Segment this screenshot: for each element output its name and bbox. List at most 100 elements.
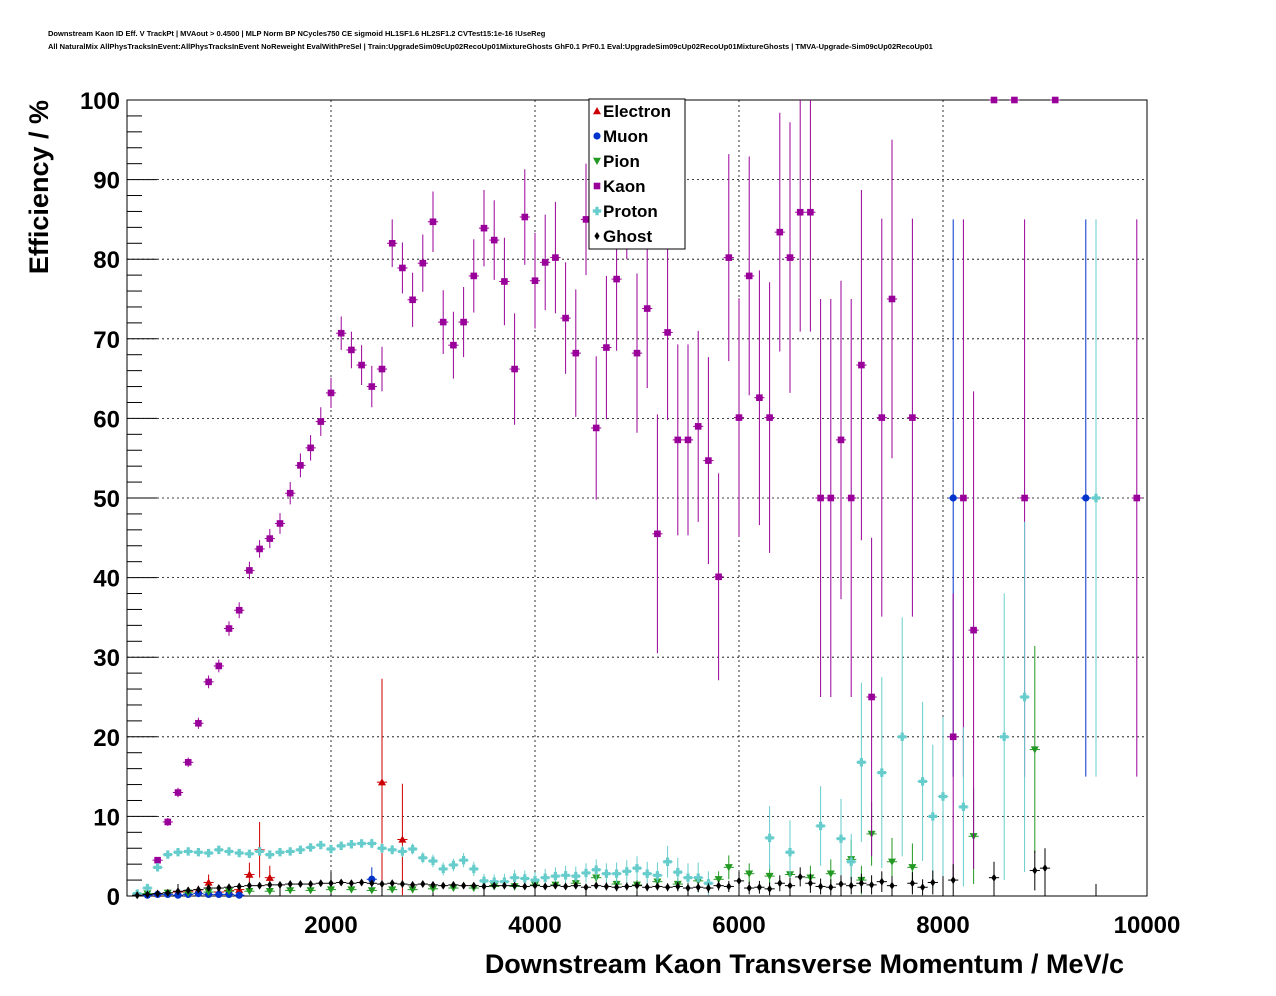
ghost-point <box>654 882 660 891</box>
x-tick-label: 10000 <box>1114 912 1181 939</box>
ghost-point <box>481 882 487 891</box>
kaon-point <box>409 296 416 304</box>
proton-point <box>959 802 968 812</box>
proton-point <box>765 833 774 843</box>
kaon-point <box>909 414 916 421</box>
legend-label-proton: Proton <box>603 202 658 221</box>
kaon-point <box>215 662 223 670</box>
proton-point <box>398 847 407 856</box>
pion-point <box>724 864 733 872</box>
kaon-point <box>562 314 569 322</box>
ghost-point <box>1032 866 1038 875</box>
ghost-point <box>216 884 222 893</box>
header-line-1: Downstream Kaon ID Eff. V TrackPt | MVAo… <box>48 29 546 38</box>
kaon-point <box>807 208 814 216</box>
ghost-point <box>634 881 640 890</box>
kaon-point <box>858 361 865 369</box>
ghost-point <box>685 884 691 893</box>
ghost-point <box>950 876 956 885</box>
legend-label-kaon: Kaon <box>603 177 646 196</box>
x-axis-title: Downstream Kaon Transverse Momentum / Me… <box>485 949 1124 979</box>
legend-marker-ghost <box>594 232 600 240</box>
kaon-point <box>654 530 661 538</box>
ghost-point <box>603 882 609 891</box>
kaon-point <box>756 394 763 402</box>
proton-point <box>581 868 591 878</box>
kaon-point <box>205 678 212 686</box>
pion-point <box>347 886 356 894</box>
proton-point <box>194 848 203 857</box>
kaon-point <box>552 254 559 261</box>
ghost-point <box>144 890 150 899</box>
kaon-point <box>164 818 172 826</box>
proton-point <box>377 844 387 853</box>
kaon-point <box>766 414 773 421</box>
ghost-point <box>624 882 630 891</box>
kaon-point <box>888 295 896 303</box>
ghost-point <box>552 881 558 890</box>
y-tick-label: 50 <box>93 486 120 513</box>
proton-point <box>296 845 305 855</box>
pion-point <box>826 870 835 878</box>
electron-point <box>265 873 274 881</box>
legend-label-electron: Electron <box>603 102 671 121</box>
pion-series <box>142 646 1040 898</box>
ghost-point <box>134 891 140 900</box>
kaon-point <box>266 535 274 542</box>
kaon-point <box>613 275 620 283</box>
pion-point <box>429 885 437 893</box>
proton-point <box>275 848 285 857</box>
ghost-point <box>359 878 365 887</box>
pion-point <box>1030 746 1039 754</box>
proton-point <box>449 860 458 870</box>
kaon-point <box>582 216 590 223</box>
ghost-point <box>338 878 344 887</box>
kaon-point <box>460 318 467 326</box>
kaon-point <box>470 272 478 280</box>
ghost-point <box>246 881 252 890</box>
y-axis-title: Efficiency / % <box>24 100 54 274</box>
kaon-point <box>184 758 192 766</box>
ghost-point <box>471 881 477 890</box>
ghost-point <box>991 873 997 882</box>
x-tick-label: 6000 <box>712 912 765 939</box>
proton-point <box>408 844 417 854</box>
proton-point <box>265 850 274 859</box>
x-tick-label: 2000 <box>304 912 357 939</box>
proton-point <box>153 863 162 872</box>
y-tick-labels: 0 10 20 30 40 50 60 70 80 90 100 <box>80 88 120 911</box>
pion-point <box>745 870 754 878</box>
y-tick-label: 60 <box>93 406 120 433</box>
electron-series <box>152 678 408 897</box>
ghost-point <box>297 880 303 889</box>
y-tick-label: 80 <box>93 247 120 274</box>
kaon-point <box>531 277 539 284</box>
ghost-point <box>807 879 813 888</box>
ghost-point <box>175 887 181 896</box>
ghost-series <box>132 848 1051 900</box>
kaon-point <box>368 383 376 390</box>
ghost-point <box>869 880 875 889</box>
kaon-point <box>256 545 263 553</box>
ghost-point <box>858 879 864 888</box>
pion-point <box>204 888 213 897</box>
ghost-point <box>746 884 752 893</box>
kaon-point <box>195 719 202 727</box>
kaon-point <box>817 494 824 502</box>
proton-point <box>255 847 264 856</box>
electron-point <box>378 778 386 786</box>
kaon-point <box>745 272 753 280</box>
ghost-point <box>889 881 895 890</box>
ghost-point <box>573 881 579 890</box>
ghost-point <box>756 883 762 892</box>
kaon-point <box>399 264 406 272</box>
proton-point <box>530 875 540 885</box>
ghost-point <box>450 880 456 889</box>
proton-point <box>204 848 213 858</box>
y-tick-label: 20 <box>93 725 120 752</box>
kaon-point <box>297 462 304 469</box>
kaon-point <box>419 259 427 267</box>
kaon-point <box>970 626 977 634</box>
kaon-point <box>235 606 243 614</box>
proton-point <box>551 871 560 881</box>
